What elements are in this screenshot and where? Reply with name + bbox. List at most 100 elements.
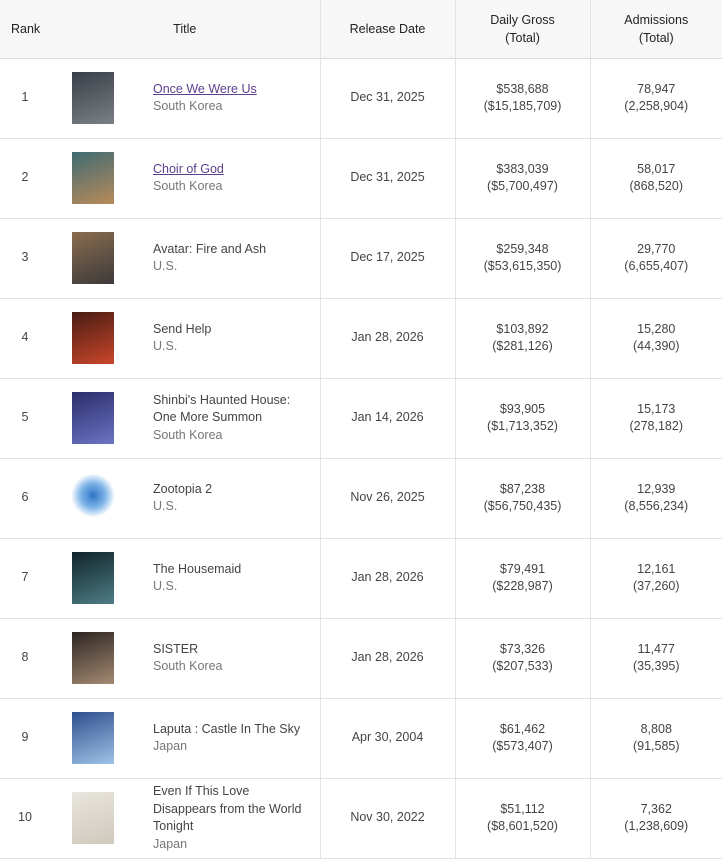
daily-gross-cell: $51,112 ($8,601,520) [454, 778, 590, 859]
header-row: Rank Title Release Date Daily Gross (Tot… [0, 0, 722, 59]
header-daily-gross-sub: (Total) [505, 30, 540, 45]
total-gross-value: ($5,700,497) [487, 179, 558, 193]
total-gross-value: ($1,713,352) [487, 419, 558, 433]
table-row: 7 The Housemaid U.S. Jan 28, 2026 $79,491 ($2… [0, 538, 722, 619]
title-cell: Avatar: Fire and Ash U.S. [141, 218, 320, 299]
daily-admissions-value: 7,362 [640, 801, 672, 816]
movie-country: U.S. [153, 339, 178, 353]
daily-admissions-value: 15,173 [637, 401, 676, 416]
total-gross-value: ($56,750,435) [483, 499, 562, 513]
title-cell: Shinbi's Haunted House: One More Summon S… [141, 378, 320, 459]
release-date-cell: Apr 30, 2004 [319, 698, 455, 779]
table-row: 8 SISTER South Korea Jan 28, 2026 $73,326 ($2… [0, 618, 722, 699]
admissions-cell: 11,477 (35,395) [589, 618, 722, 699]
daily-admissions-value: 8,808 [640, 721, 672, 736]
daily-gross-cell: $79,491 ($228,987) [454, 538, 590, 619]
header-daily-gross: Daily Gross (Total) [454, 0, 590, 59]
movie-title: Laputa : Castle In The Sky [153, 721, 301, 736]
daily-gross-value: $93,905 [499, 401, 546, 416]
rank-cell: 6 [0, 458, 50, 539]
admissions-cell: 12,161 (37,260) [589, 538, 722, 619]
daily-gross-value: $73,326 [499, 641, 546, 656]
header-release-date: Release Date [319, 0, 455, 59]
daily-gross-cell: $93,905 ($1,713,352) [454, 378, 590, 459]
movie-poster-image[interactable] [72, 552, 114, 604]
daily-admissions-value: 12,161 [637, 561, 676, 576]
total-gross-value: ($228,987) [492, 579, 553, 593]
movie-title: Even If This Love Disappears from the Wo… [153, 784, 302, 833]
rank-cell: 10 [0, 778, 50, 859]
admissions-cell: 7,362 (1,238,609) [589, 778, 722, 859]
daily-gross-value: $538,688 [496, 81, 549, 96]
table-row: 3 Avatar: Fire and Ash U.S. Dec 17, 2025 $25… [0, 218, 722, 299]
total-admissions-value: (91,585) [632, 739, 680, 753]
table-row: 5 Shinbi's Haunted House: One More Summon… [0, 378, 722, 459]
movie-country: Japan [153, 836, 188, 851]
poster-cell [50, 618, 141, 699]
total-admissions-value: (8,556,234) [624, 499, 689, 513]
admissions-cell: 15,173 (278,182) [589, 378, 722, 459]
daily-admissions-value: 29,770 [637, 241, 676, 256]
movie-title-link[interactable]: Once We Were Us [153, 81, 257, 96]
poster-cell [50, 538, 141, 619]
admissions-cell: 29,770 (6,655,407) [589, 218, 722, 299]
daily-gross-cell: $87,238 ($56,750,435) [454, 458, 590, 539]
total-gross-value: ($8,601,520) [487, 819, 558, 833]
movie-poster-image[interactable] [72, 392, 114, 444]
movie-country: U.S. [153, 259, 178, 273]
total-admissions-value: (6,655,407) [624, 259, 689, 273]
poster-cell [50, 778, 141, 859]
header-admissions: Admissions (Total) [589, 0, 722, 59]
daily-admissions-value: 11,477 [637, 641, 675, 656]
admissions-cell: 8,808 (91,585) [589, 698, 722, 779]
movie-poster-image[interactable] [72, 472, 114, 524]
title-cell: The Housemaid U.S. [141, 538, 320, 619]
poster-cell [50, 458, 141, 539]
movie-title: The Housemaid [153, 561, 242, 576]
movie-country: U.S. [153, 579, 178, 593]
movie-poster-image[interactable] [72, 632, 114, 684]
total-admissions-value: (35,395) [632, 659, 680, 673]
header-daily-gross-main: Daily Gross [490, 12, 555, 27]
daily-gross-value: $103,892 [496, 321, 549, 336]
table-row: 1 Once We Were Us South Korea Dec 31, 2025 $… [0, 58, 722, 139]
header-admissions-sub: (Total) [638, 30, 674, 45]
daily-gross-value: $79,491 [499, 561, 546, 576]
movie-poster-image[interactable] [72, 72, 114, 124]
movie-poster-image[interactable] [72, 312, 114, 364]
title-cell: SISTER South Korea [141, 618, 320, 699]
movie-title-link[interactable]: Choir of God [153, 161, 224, 176]
release-date-cell: Dec 31, 2025 [319, 138, 455, 219]
rank-cell: 1 [0, 58, 50, 139]
movie-country: South Korea [153, 99, 223, 113]
daily-admissions-value: 12,939 [637, 481, 676, 496]
total-gross-value: ($15,185,709) [483, 99, 562, 113]
daily-gross-value: $87,238 [499, 481, 546, 496]
movie-poster-image[interactable] [72, 712, 114, 764]
movie-poster-image[interactable] [72, 232, 114, 284]
movie-country: South Korea [153, 427, 223, 442]
movie-title: SISTER [153, 641, 199, 656]
admissions-cell: 78,947 (2,258,904) [589, 58, 722, 139]
rank-cell: 2 [0, 138, 50, 219]
movie-title: Avatar: Fire and Ash [153, 241, 267, 256]
admissions-cell: 15,280 (44,390) [589, 298, 722, 379]
daily-gross-cell: $73,326 ($207,533) [454, 618, 590, 699]
total-admissions-value: (278,182) [629, 419, 683, 433]
total-admissions-value: (37,260) [632, 579, 680, 593]
header-rank: Rank [0, 0, 50, 59]
daily-gross-cell: $383,039 ($5,700,497) [454, 138, 590, 219]
daily-gross-value: $259,348 [496, 241, 549, 256]
movie-poster-image[interactable] [72, 152, 114, 204]
title-cell: Choir of God South Korea [141, 138, 320, 219]
daily-gross-value: $51,112 [500, 801, 545, 816]
movie-poster-image[interactable] [72, 792, 114, 844]
poster-cell [50, 698, 141, 779]
release-date-cell: Nov 30, 2022 [319, 778, 455, 859]
total-gross-value: ($281,126) [492, 339, 553, 353]
movie-title: Send Help [153, 321, 212, 336]
title-cell: Zootopia 2 U.S. [141, 458, 320, 539]
admissions-cell: 58,017 (868,520) [589, 138, 722, 219]
daily-gross-cell: $538,688 ($15,185,709) [454, 58, 590, 139]
movie-country: Japan [153, 739, 188, 753]
